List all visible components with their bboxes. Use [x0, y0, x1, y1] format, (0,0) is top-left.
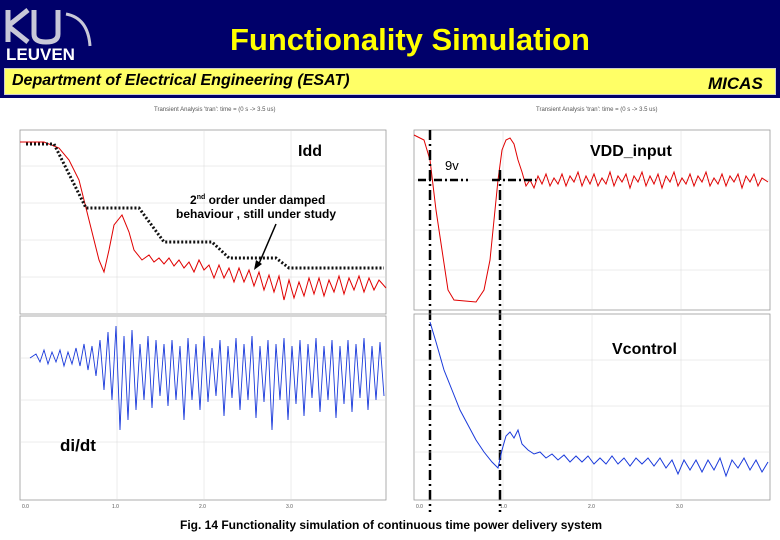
didt-plot-frame — [19, 315, 387, 501]
ku-leuven-logo: LEUVEN — [5, 8, 92, 64]
didt-label: di/dt — [60, 436, 96, 455]
didt-trace — [29, 325, 385, 431]
department-bar — [4, 68, 776, 95]
idd-label: Idd — [298, 143, 322, 160]
vdd-input-label: VDD_input — [590, 143, 672, 160]
nine-volt-label: 9v — [445, 158, 459, 173]
svg-text:2.0: 2.0 — [199, 504, 206, 510]
right-plot-panel: Transient Analysis 'tran': time = (0 s -… — [396, 100, 776, 512]
svg-text:0.0: 0.0 — [416, 504, 423, 510]
damped-annotation-line-2: behaviour , still under study — [176, 207, 337, 221]
svg-text:1.0: 1.0 — [500, 504, 507, 510]
vcontrol-label: Vcontrol — [612, 341, 677, 358]
svg-text:2.0: 2.0 — [588, 504, 595, 510]
svg-text:1.0: 1.0 — [112, 504, 119, 510]
vcontrol-trace — [429, 321, 769, 478]
svg-text:Transient Analysis 'tran': tim: Transient Analysis 'tran': time = (0 s -… — [154, 107, 275, 113]
figure-caption: Fig. 14 Functionality simulation of cont… — [180, 518, 603, 532]
damped-annotation: 2nd order under damped behaviour , still… — [176, 191, 336, 221]
idd-trace — [20, 141, 387, 301]
vdd-trace — [413, 134, 769, 303]
svg-text:LEUVEN: LEUVEN — [6, 45, 75, 64]
idd-plot-frame — [19, 129, 387, 315]
idd-envelope-dotted — [26, 142, 384, 270]
slide-title: Functionality Simulation — [230, 22, 590, 57]
annotation-arrow — [257, 223, 277, 267]
svg-text:Transient Analysis 'tran': tim: Transient Analysis 'tran': time = (0 s -… — [536, 107, 657, 113]
svg-text:3.0: 3.0 — [286, 504, 293, 510]
left-plot-panel: Transient Analysis 'tran': time = (0 s -… — [4, 100, 394, 510]
damped-annotation-line-1: 2nd order under damped — [190, 193, 326, 207]
group-label: MICAS — [708, 74, 763, 93]
svg-text:3.0: 3.0 — [676, 504, 683, 510]
svg-text:0.0: 0.0 — [22, 504, 29, 510]
department-label: Department of Electrical Engineering (ES… — [12, 72, 350, 89]
